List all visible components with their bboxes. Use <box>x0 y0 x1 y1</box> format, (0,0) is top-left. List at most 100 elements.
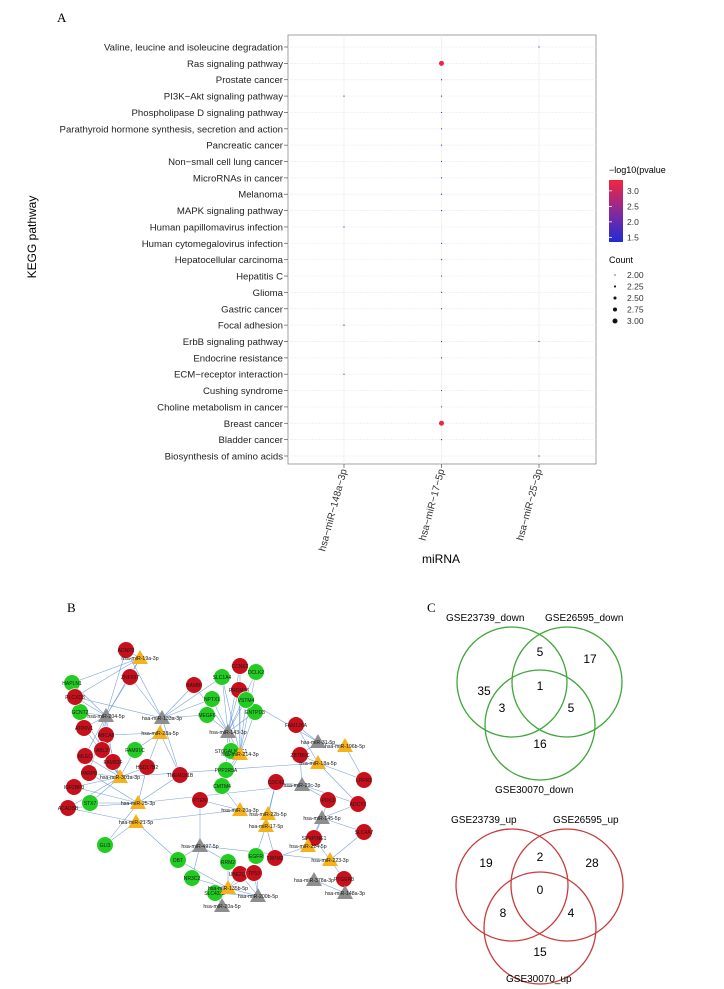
gene-node <box>198 706 216 724</box>
gene-node <box>267 773 285 791</box>
mirna-node-label: hsa-miR-145-5p <box>303 816 340 822</box>
network-edge <box>125 649 163 719</box>
gene-node <box>291 746 309 764</box>
mirna-node-label: hsa-miR-497-5p <box>181 844 218 850</box>
mirna-node <box>294 777 310 791</box>
venn-down-set-label-3: GSE30070_down <box>495 785 573 796</box>
gene-node <box>287 716 305 734</box>
gene-node <box>138 758 156 776</box>
mirna-node <box>258 818 274 832</box>
network-edge <box>239 699 247 755</box>
data-point <box>440 111 443 114</box>
data-point <box>440 275 443 277</box>
gene-node-label: ATP6V1 <box>75 726 93 732</box>
gene-node-label: FAM126A <box>285 723 308 729</box>
size-legend: 2.00 2.252.50 2.753.00 <box>612 270 644 326</box>
mirna-node <box>128 814 144 828</box>
y-tick-label: Gastric cancer <box>221 304 284 315</box>
gene-node-label: PTGER3 <box>334 877 354 883</box>
network-edge <box>161 698 213 719</box>
gene-node-label: SLC4A7 <box>355 830 374 836</box>
size-legend-dot <box>612 318 618 324</box>
mirna-node <box>300 838 316 852</box>
gene-node-label: PRDM16 <box>229 688 250 694</box>
gene-node <box>121 668 139 686</box>
data-point <box>343 95 345 97</box>
data-point <box>440 259 443 261</box>
venn-up-value-c: 15 <box>533 945 547 959</box>
network-edge <box>161 676 223 719</box>
network-edge <box>105 649 127 717</box>
mirna-node-label: hsa-miR-214-3p <box>221 752 258 758</box>
venn-diagram-up: GSE23739_up GSE26595_up GSE30070_up 19 2… <box>451 815 624 985</box>
y-tick-label: Cushing syndrome <box>203 386 283 397</box>
venn-up-value-bc: 4 <box>568 906 575 920</box>
network-edge <box>74 657 141 698</box>
gene-node-label: STX7 <box>84 801 97 807</box>
gene-node-label: SLC43A2 <box>204 891 226 897</box>
mirna-node <box>250 888 266 902</box>
gene-node-label: BAMBI <box>186 683 202 689</box>
network-edge <box>74 696 163 719</box>
network-edge <box>67 776 121 809</box>
color-legend-bar <box>609 180 623 242</box>
venn-down-value-bc: 5 <box>568 701 575 715</box>
gene-node-label: ST6GALNAC1 <box>215 749 248 755</box>
gene-node <box>245 864 263 882</box>
y-tick-label: Human cytomegalovirus infection <box>142 239 283 250</box>
venn-down-set-label-2: GSE26595_down <box>545 613 623 624</box>
mirna-node-label: hsa-miR-223-3p <box>311 858 348 864</box>
y-tick-label: Ras signaling pathway <box>187 59 283 70</box>
mirna-node <box>306 872 322 886</box>
gene-node-label: ABL2 <box>96 748 108 754</box>
gene-node <box>219 853 237 871</box>
mirna-node <box>152 725 168 739</box>
y-tick-label: MicroRNAs in cancer <box>193 173 284 184</box>
network-edge <box>135 821 179 861</box>
data-point <box>440 308 443 310</box>
x-axis-title: miRNA <box>422 552 460 566</box>
mirna-node-label: hsa-miR-301a-3p <box>100 775 140 781</box>
gene-node <box>80 764 98 782</box>
data-point <box>440 210 443 212</box>
gene-node <box>65 778 83 796</box>
plot-panel <box>287 34 597 465</box>
y-tick-label: Breast cancer <box>224 419 284 430</box>
mirna-node-label: hsa-miR-25-3p <box>121 801 155 807</box>
gene-node-label: ENTPD3 <box>245 710 265 716</box>
data-point <box>440 340 443 343</box>
gene-node <box>266 849 284 867</box>
y-tick-label: Non−small cell lung cancer <box>168 157 284 168</box>
mirna-node <box>310 755 326 769</box>
mirna-node <box>132 650 148 664</box>
mirna-node <box>337 738 353 752</box>
mirna-node-label: hsa-miR-22b-5p <box>249 812 286 818</box>
venn-down-value-b: 17 <box>583 652 597 666</box>
gene-node <box>246 703 264 721</box>
gene-node-label: SERPINE1 <box>302 836 327 842</box>
network-edge <box>221 676 229 733</box>
data-point <box>439 420 444 426</box>
gene-node-label: ZNF697 <box>121 675 139 681</box>
data-point <box>538 455 540 457</box>
y-tick-label: Focal adhesion <box>218 321 283 332</box>
venn-up-set-label-3: GSE30070_up <box>506 974 572 985</box>
y-axis-tick-labels: Valine, leucine and isoleucine degradati… <box>60 43 288 463</box>
data-point <box>440 193 443 195</box>
mirna-node-label: hsa-miR-18a-5p <box>299 761 336 767</box>
gene-node-label: PDK3 <box>321 798 334 804</box>
gene-node-label: IGF2BP3 <box>64 785 85 791</box>
color-tick-label: 2.0 <box>627 217 639 227</box>
y-tick-label: MAPK signaling pathway <box>177 206 283 217</box>
gene-node <box>203 690 221 708</box>
gene-node <box>213 777 231 795</box>
gene-node-label: DCLK2 <box>248 670 264 676</box>
gene-node-label: ZBTB5C <box>290 753 310 759</box>
mirna-node-label: hsa-miR-204-5p <box>87 714 124 720</box>
y-tick-label: Endocrine resistance <box>193 353 283 364</box>
venn-diagram-down: GSE23739_down GSE26595_down GSE30070_dow… <box>446 613 623 796</box>
y-tick-label: Hepatitis C <box>236 272 283 283</box>
mirna-node-label: hsa-miR-21-5p <box>119 820 153 826</box>
venn-up-circle-2 <box>510 828 624 942</box>
